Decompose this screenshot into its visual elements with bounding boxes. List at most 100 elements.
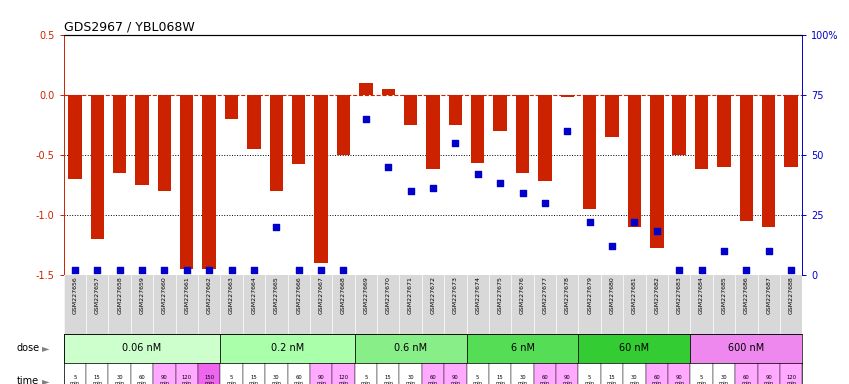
Bar bbox=[422, 363, 444, 384]
Text: GSM227659: GSM227659 bbox=[139, 276, 144, 314]
Text: 15
min: 15 min bbox=[249, 375, 259, 384]
Text: GSM227656: GSM227656 bbox=[72, 276, 77, 314]
Text: GSM227679: GSM227679 bbox=[588, 276, 592, 314]
Text: GSM227666: GSM227666 bbox=[296, 276, 301, 314]
Bar bbox=[739, 94, 753, 220]
Bar bbox=[113, 94, 127, 172]
Text: GSM227675: GSM227675 bbox=[498, 276, 503, 314]
Bar bbox=[735, 363, 757, 384]
Bar bbox=[672, 94, 686, 155]
Bar bbox=[355, 334, 467, 363]
Text: 150
min: 150 min bbox=[204, 375, 214, 384]
Bar bbox=[444, 363, 467, 384]
Point bbox=[113, 266, 127, 273]
Text: GSM227678: GSM227678 bbox=[565, 276, 570, 314]
Point bbox=[337, 266, 351, 273]
Point bbox=[694, 266, 708, 273]
Text: GSM227674: GSM227674 bbox=[475, 276, 481, 314]
Bar bbox=[467, 363, 489, 384]
Point bbox=[158, 266, 171, 273]
Text: GSM227658: GSM227658 bbox=[117, 276, 122, 314]
Text: 5
min: 5 min bbox=[696, 375, 706, 384]
Point bbox=[672, 266, 686, 273]
Text: 15
min: 15 min bbox=[93, 375, 103, 384]
Text: 15
min: 15 min bbox=[495, 375, 505, 384]
Text: 60
min: 60 min bbox=[540, 375, 550, 384]
Bar bbox=[270, 94, 283, 190]
Text: 30
min: 30 min bbox=[517, 375, 527, 384]
Point bbox=[68, 266, 82, 273]
Bar bbox=[64, 334, 221, 363]
Bar bbox=[426, 94, 440, 169]
Bar bbox=[762, 94, 775, 227]
Text: GSM227676: GSM227676 bbox=[520, 276, 525, 314]
Text: GSM227670: GSM227670 bbox=[385, 276, 391, 314]
Bar bbox=[247, 94, 261, 149]
Text: 30
min: 30 min bbox=[719, 375, 729, 384]
Bar bbox=[86, 363, 109, 384]
Point bbox=[471, 171, 485, 177]
Point bbox=[135, 266, 149, 273]
Text: GSM227687: GSM227687 bbox=[767, 276, 771, 314]
Text: 60
min: 60 min bbox=[294, 375, 304, 384]
Point bbox=[717, 248, 731, 254]
Bar bbox=[292, 94, 306, 164]
Text: GSM227683: GSM227683 bbox=[677, 276, 682, 314]
Text: 60
min: 60 min bbox=[137, 375, 147, 384]
Bar bbox=[534, 363, 556, 384]
Bar bbox=[355, 363, 377, 384]
Point bbox=[739, 266, 753, 273]
Point bbox=[314, 266, 328, 273]
Point bbox=[515, 190, 529, 196]
Bar bbox=[448, 94, 462, 124]
Point bbox=[180, 266, 194, 273]
Bar bbox=[310, 363, 332, 384]
Bar bbox=[471, 94, 485, 163]
Bar bbox=[68, 94, 82, 179]
Point bbox=[448, 139, 462, 146]
Text: ►: ► bbox=[42, 376, 50, 384]
Text: 6 nM: 6 nM bbox=[510, 343, 535, 354]
Bar bbox=[623, 363, 645, 384]
Text: 90
min: 90 min bbox=[316, 375, 326, 384]
Text: GSM227672: GSM227672 bbox=[430, 276, 436, 314]
Bar bbox=[560, 94, 574, 97]
Bar bbox=[377, 363, 399, 384]
Text: 60
min: 60 min bbox=[652, 375, 662, 384]
Bar bbox=[64, 363, 86, 384]
Text: GSM227665: GSM227665 bbox=[274, 276, 278, 314]
Point bbox=[650, 228, 664, 234]
Point bbox=[762, 248, 775, 254]
Text: GSM227677: GSM227677 bbox=[543, 276, 548, 314]
Bar bbox=[516, 94, 529, 172]
Text: GDS2967 / YBL068W: GDS2967 / YBL068W bbox=[64, 20, 194, 33]
Point bbox=[202, 266, 216, 273]
Bar bbox=[381, 89, 395, 94]
Point bbox=[292, 266, 306, 273]
Bar bbox=[578, 363, 601, 384]
Bar bbox=[359, 83, 373, 94]
Text: 90
min: 90 min bbox=[763, 375, 773, 384]
Bar bbox=[493, 94, 507, 131]
Bar bbox=[757, 363, 780, 384]
Text: 120
min: 120 min bbox=[339, 375, 349, 384]
Bar bbox=[583, 94, 596, 209]
Bar bbox=[627, 94, 641, 227]
Point bbox=[247, 266, 261, 273]
Point bbox=[538, 200, 552, 206]
Bar bbox=[180, 94, 194, 268]
Bar bbox=[332, 363, 355, 384]
Text: 90
min: 90 min bbox=[450, 375, 460, 384]
Point bbox=[269, 223, 283, 230]
Bar bbox=[690, 363, 713, 384]
Bar bbox=[780, 363, 802, 384]
Text: GSM227686: GSM227686 bbox=[744, 276, 749, 314]
Text: GSM227673: GSM227673 bbox=[453, 276, 458, 314]
Text: GSM227685: GSM227685 bbox=[722, 276, 727, 314]
Text: GSM227680: GSM227680 bbox=[610, 276, 615, 314]
Bar bbox=[489, 363, 511, 384]
Bar bbox=[601, 363, 623, 384]
Bar bbox=[650, 94, 664, 248]
Bar bbox=[91, 94, 104, 238]
Bar bbox=[404, 94, 418, 124]
